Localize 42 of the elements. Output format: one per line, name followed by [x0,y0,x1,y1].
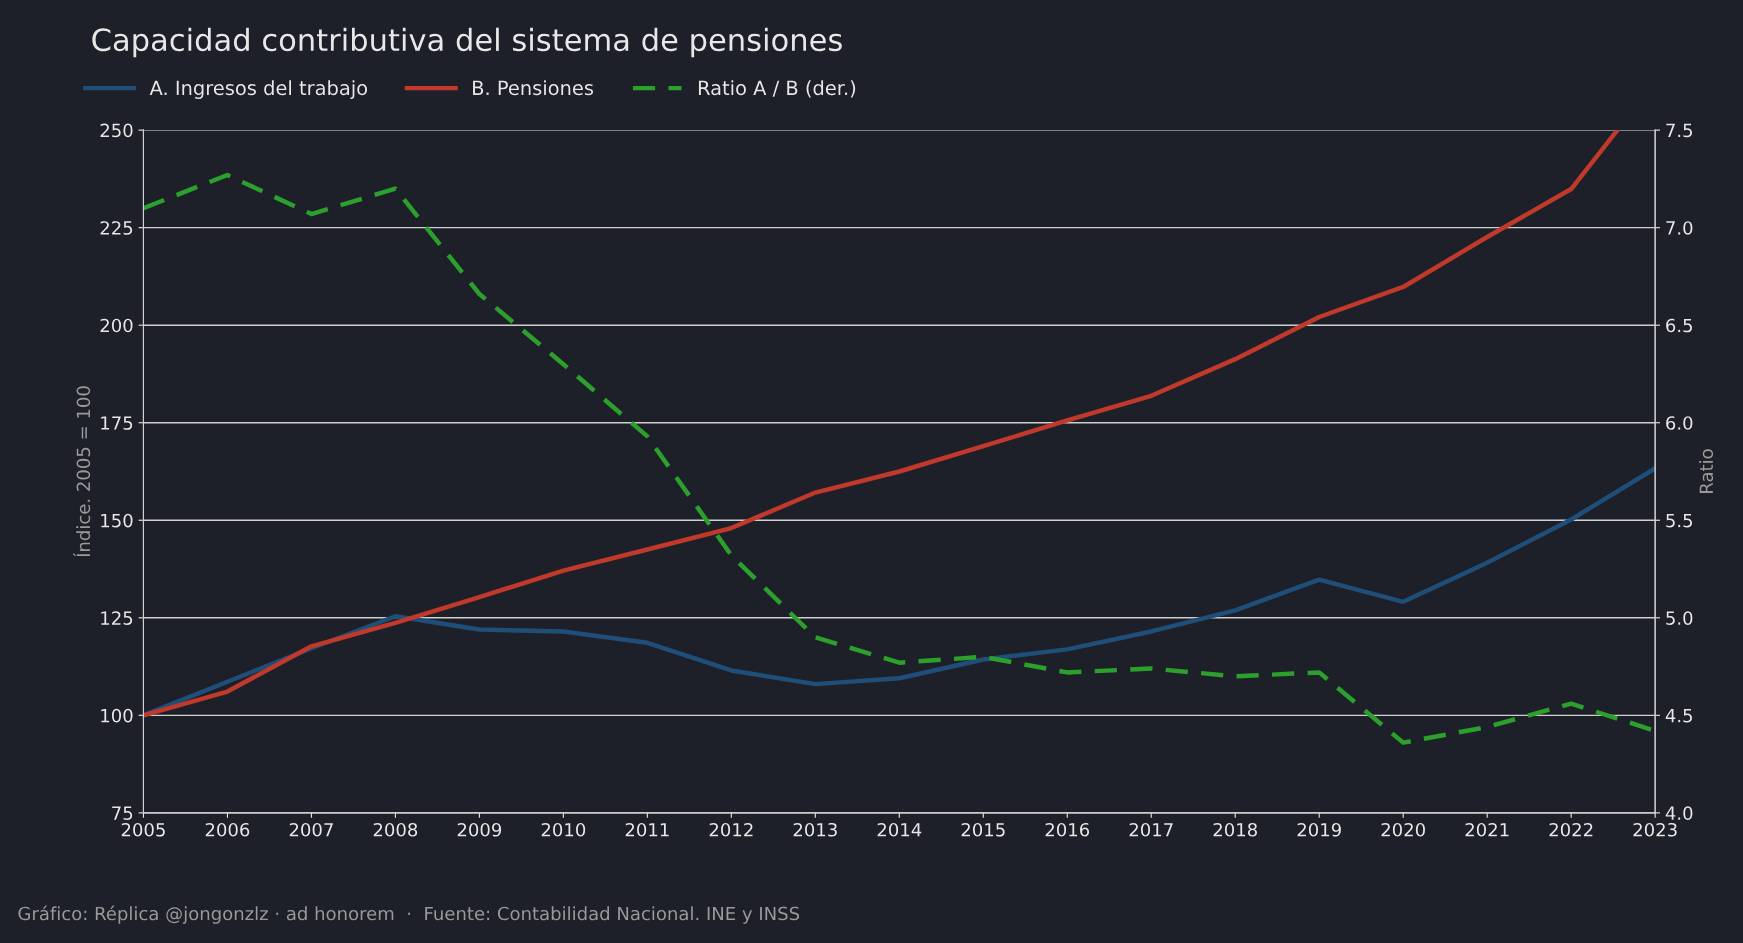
chart-title: Capacidad contributiva del sistema de pensiones [92,27,842,58]
x-tick-label: 2023 [1633,822,1677,837]
x-tick-label: 2006 [205,822,250,837]
y-tick-label: 125 [101,611,133,625]
y-tick-label: 175 [101,416,133,430]
y-tick-label: 75 [112,806,133,820]
x-tick-label: 2022 [1549,822,1593,837]
text: Gráfico: Réplica @jongonzlz · ad honorem · Fuente: Contabilidad Nacional. INE y INSS [18,905,800,924]
x-tick-label: 2005 [121,822,165,837]
x-tick-label: 2013 [793,822,837,837]
x-tick-label: 2018 [1213,822,1257,837]
y2-tick-label: 4.5 [1665,709,1693,723]
y2-tick-label: 7.5 [1666,123,1693,138]
y2-tick-label: 5.5 [1666,513,1693,528]
x-tick-label: 2009 [457,822,502,837]
legend-label: A. Ingresos del trabajo [149,80,368,99]
x-tick-label: 2016 [1045,822,1090,837]
x-tick-label: 2008 [373,822,418,837]
x-tick-label: 2011 [625,822,669,837]
y2-tick-label: 6.5 [1666,318,1693,333]
y-tick-label: 225 [100,221,133,235]
y2-tick-label: 7.0 [1666,221,1693,235]
x-tick-label: 2012 [709,822,753,837]
y-tick-label: 200 [100,318,133,333]
y-axis-title: Índice. 2005 = 100 [73,386,91,557]
x-tick-label: 2014 [877,822,922,837]
x-tick-label: 2021 [1465,822,1509,837]
legend-label: B. Pensiones [473,80,594,96]
x-tick-label: 2019 [1297,822,1341,837]
y2-tick-label: 4.0 [1665,806,1693,820]
x-tick-label: 2007 [289,822,333,837]
x-tick-label: 2017 [1129,822,1173,837]
x-tick-label: 2015 [961,822,1005,837]
y2-axis-title: Ratio [1699,449,1714,493]
y2-tick-label: 6.0 [1666,416,1693,430]
x-tick-label: 2010 [541,822,586,837]
y-tick-label: 250 [100,123,133,138]
x-tick-label: 2020 [1381,822,1425,837]
y-tick-label: 150 [101,513,133,528]
y-tick-label: 100 [101,708,133,723]
legend-label: Ratio A / B (der.) [698,80,856,98]
y2-tick-label: 5.0 [1666,611,1693,625]
